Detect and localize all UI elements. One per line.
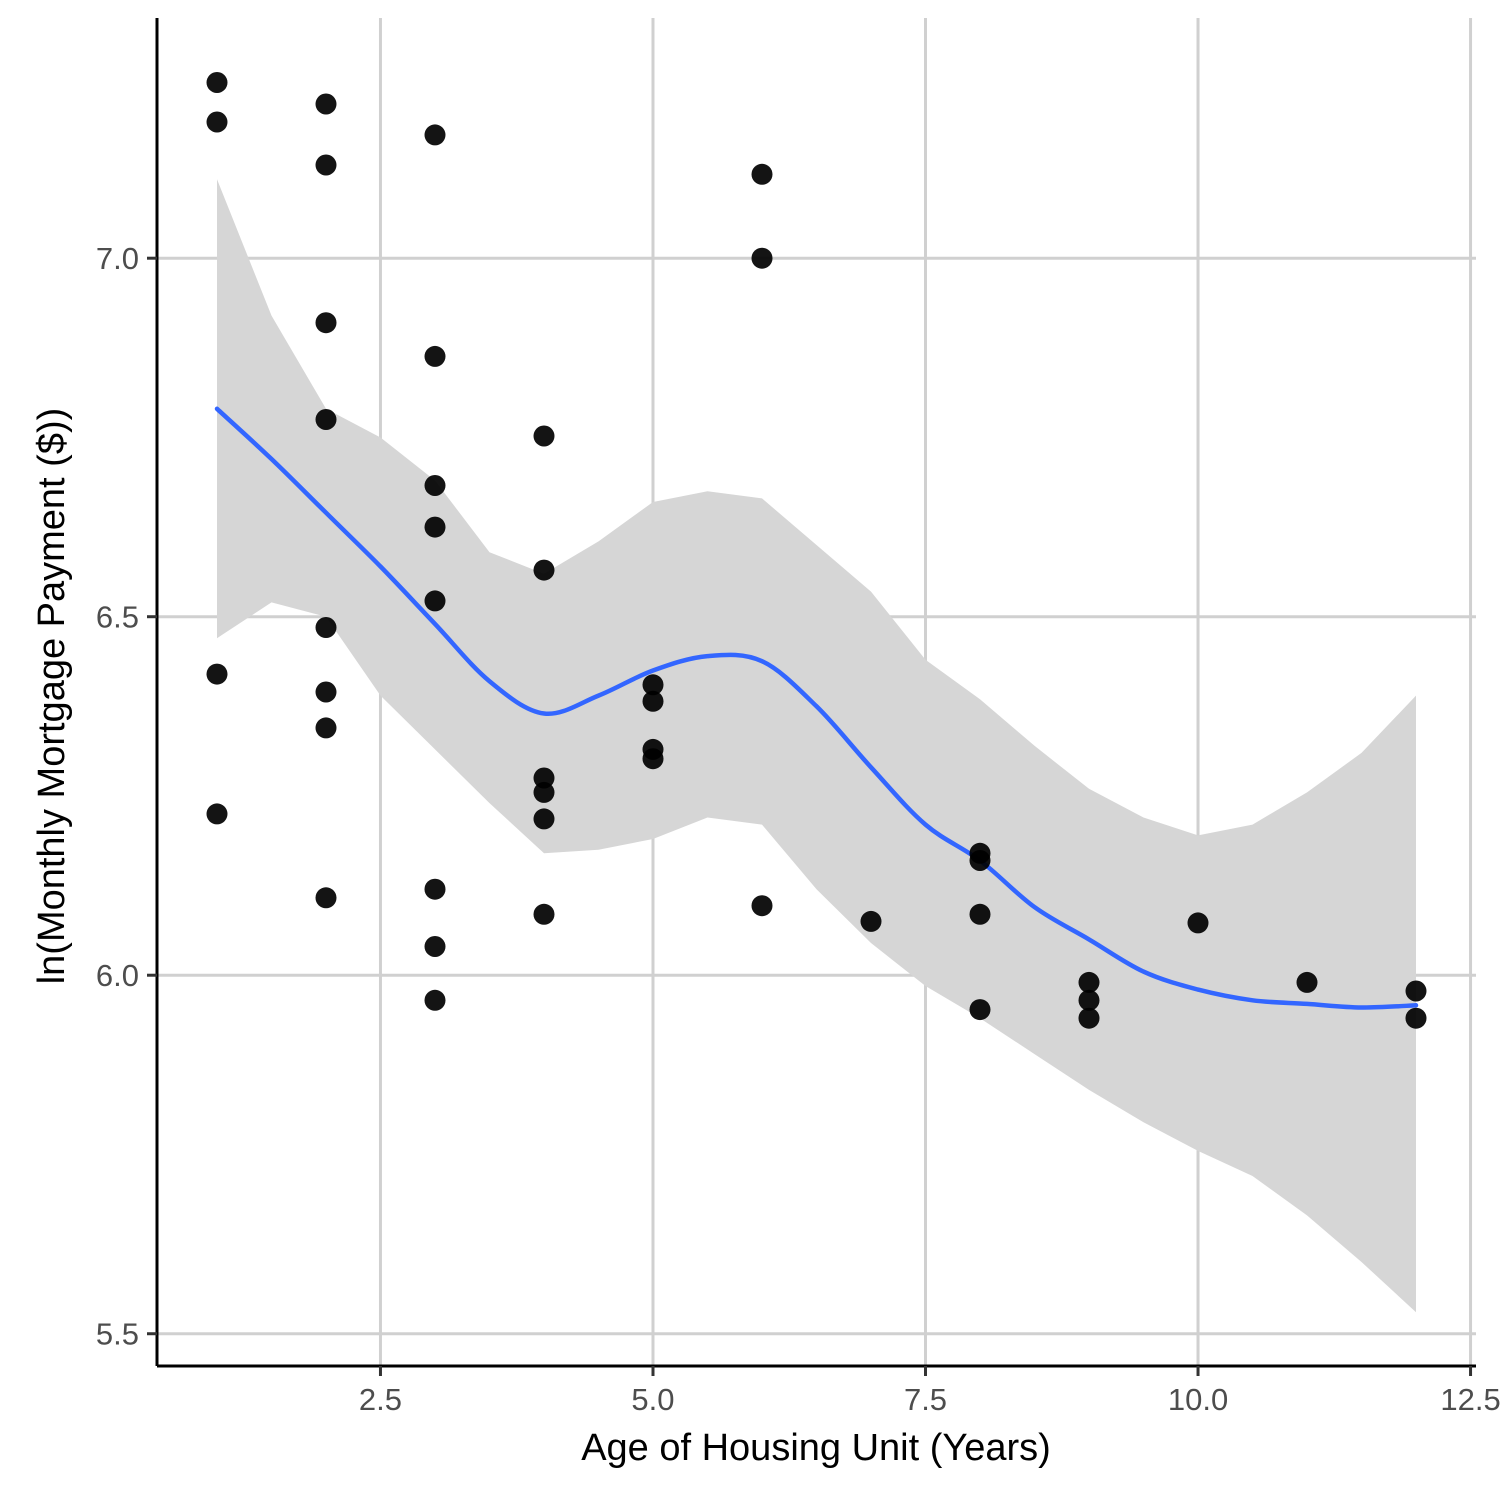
data-point <box>315 681 337 703</box>
data-point <box>533 903 555 925</box>
x-axis-title: Age of Housing Unit (Years) <box>581 1427 1051 1469</box>
grid-layer <box>157 18 1476 1366</box>
data-point <box>206 111 228 133</box>
data-point <box>424 124 446 146</box>
data-point <box>424 590 446 612</box>
x-tick-label: 12.5 <box>1440 1382 1500 1417</box>
data-point <box>206 72 228 93</box>
data-point <box>1405 1007 1427 1029</box>
data-point <box>642 690 664 712</box>
data-point <box>751 247 773 269</box>
data-point <box>424 345 446 367</box>
data-point <box>533 781 555 803</box>
x-tick-label: 7.5 <box>904 1382 947 1417</box>
data-point <box>1078 989 1100 1011</box>
data-point <box>315 717 337 739</box>
y-tick-label: 6.0 <box>96 958 139 993</box>
data-point <box>969 999 991 1021</box>
data-point <box>315 154 337 176</box>
data-point <box>206 663 228 685</box>
data-point <box>206 803 228 825</box>
data-point <box>642 748 664 770</box>
smooth-line-layer <box>214 406 1419 1010</box>
data-point <box>533 808 555 830</box>
x-tick-label: 5.0 <box>631 1382 674 1417</box>
data-point <box>424 936 446 957</box>
data-point <box>315 93 337 115</box>
data-point <box>533 425 555 447</box>
data-point <box>751 163 773 185</box>
data-point <box>315 409 337 430</box>
data-point <box>1187 912 1209 934</box>
x-tick-label: 10.0 <box>1168 1382 1228 1417</box>
data-point <box>642 674 664 696</box>
y-tick-label: 6.5 <box>96 600 139 635</box>
data-point <box>315 617 337 638</box>
y-tick-label: 7.0 <box>96 241 139 276</box>
data-point <box>969 850 991 871</box>
data-point <box>424 475 446 496</box>
smooth-trend-line <box>214 406 1419 1010</box>
data-point <box>860 910 882 932</box>
data-point <box>424 989 446 1011</box>
confidence-band-layer <box>217 179 1416 1313</box>
data-point <box>1078 1007 1100 1029</box>
x-tick-label: 2.5 <box>359 1382 402 1417</box>
data-point <box>751 895 773 917</box>
y-tick-label: 5.5 <box>96 1317 139 1352</box>
data-points-layer <box>206 72 1427 1029</box>
data-point <box>315 312 337 334</box>
data-point <box>533 767 555 789</box>
data-point <box>1405 980 1427 1002</box>
data-point <box>533 559 555 581</box>
data-point <box>1296 971 1318 993</box>
data-point <box>969 903 991 925</box>
data-point <box>424 516 446 538</box>
data-point <box>315 887 337 909</box>
confidence-band <box>217 179 1416 1313</box>
axes-layer: 2.5 5.0 7.5 10.0 12.5 5.5 6.0 6.5 7.0 <box>96 18 1500 1417</box>
data-point <box>424 878 446 900</box>
y-axis-title: ln(Monthly Mortgage Payment ($)) <box>31 408 73 985</box>
data-point <box>1078 971 1100 993</box>
